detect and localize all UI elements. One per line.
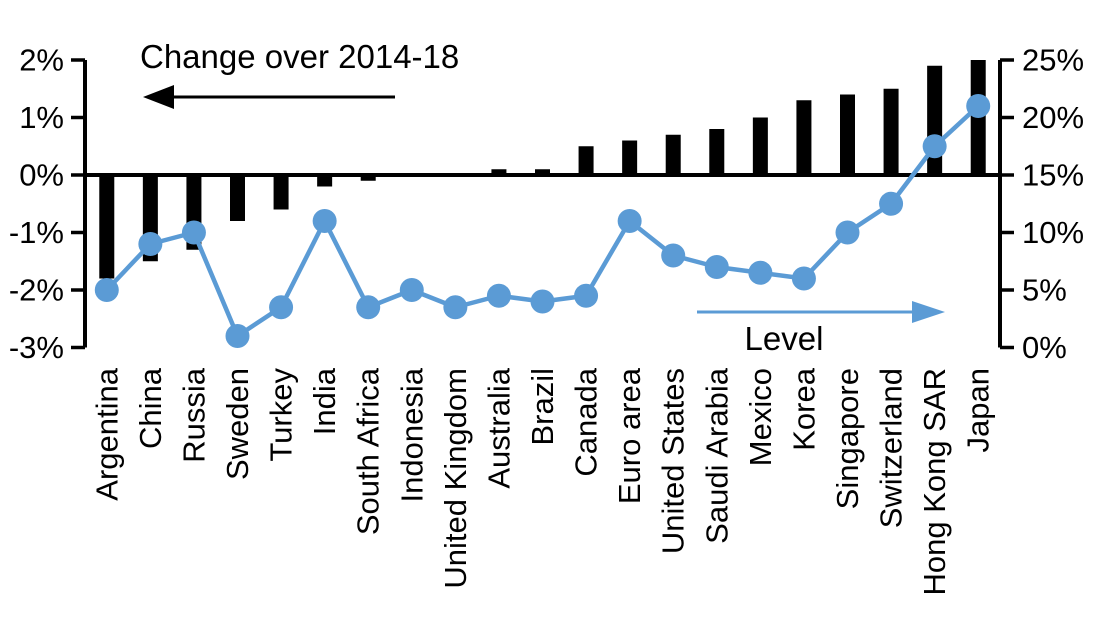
bar-turkey (273, 175, 289, 210)
dot-china (138, 232, 163, 256)
dot-korea (791, 266, 816, 291)
right-series-annotation: Level (745, 320, 824, 357)
x-label-india: India (307, 367, 342, 435)
dot-argentina (94, 278, 119, 302)
x-label-sweden: Sweden (220, 368, 255, 480)
bars-group (99, 60, 986, 279)
x-label-brazil: Brazil (525, 368, 560, 446)
dot-russia (181, 220, 206, 245)
right-axis-tick-label: 0% (1022, 330, 1067, 365)
bar-switzerland (883, 88, 899, 175)
right-arrow-icon (697, 301, 945, 323)
bar-india (317, 175, 333, 187)
bar-south-africa (360, 175, 376, 181)
x-label-euro-area: Euro area (612, 367, 647, 504)
left-axis-tick-label: 1% (19, 100, 64, 135)
right-axis-tick-label: 25% (1022, 43, 1084, 78)
dot-united-states (661, 243, 686, 268)
right-axis-tick-label: 15% (1022, 158, 1084, 193)
bar-hong-kong-sar (927, 65, 943, 175)
dot-switzerland (879, 191, 904, 216)
left-axis-tick-label: -1% (9, 215, 64, 250)
x-label-hong-kong-sar: Hong Kong SAR (917, 368, 952, 595)
left-axis-tick-label: -3% (9, 330, 64, 365)
left-series-annotation: Change over 2014-18 (140, 38, 459, 75)
bar-saudi-arabia (709, 129, 725, 175)
bar-united-states (665, 134, 681, 175)
left-axis-tick-label: 2% (19, 43, 64, 78)
bar-argentina (99, 175, 115, 279)
dot-singapore (835, 220, 860, 245)
left-axis-tick-label: 0% (19, 158, 64, 193)
dot-australia (486, 283, 511, 308)
dot-canada (574, 283, 599, 308)
x-label-argentina: Argentina (89, 367, 124, 500)
x-axis-labels: Argentina China Russia Sweden Turkey India Sou… (89, 367, 995, 595)
dot-indonesia (399, 278, 424, 302)
right-axis-tick-label: 20% (1022, 100, 1084, 135)
right-axis-tick-label: 10% (1022, 215, 1084, 250)
x-label-china: China (133, 367, 168, 449)
dot-euro-area (617, 209, 642, 233)
x-label-mexico: Mexico (743, 368, 778, 466)
dot-united-kingdom (443, 295, 468, 320)
dot-brazil (530, 289, 555, 314)
x-label-russia: Russia (176, 367, 211, 463)
bar-brazil (535, 169, 550, 175)
dot-south-africa (356, 295, 381, 320)
dot-sweden (225, 324, 250, 348)
right-axis-tick-label: 5% (1022, 273, 1067, 308)
left-arrow-icon (143, 85, 395, 109)
bar-australia (491, 169, 507, 175)
level-dots-group (94, 94, 991, 348)
x-label-united-kingdom: United Kingdom (438, 368, 473, 589)
dot-india (312, 209, 337, 233)
bar-sweden (230, 175, 245, 221)
left-axis-ticks: 2% 1% 0% -1% -2% -3% (9, 43, 85, 365)
bar-canada (578, 146, 594, 175)
x-label-australia: Australia (481, 367, 516, 488)
bar-korea (796, 100, 812, 175)
x-label-canada: Canada (569, 367, 604, 476)
dot-japan (966, 94, 991, 118)
x-label-switzerland: Switzerland (874, 368, 909, 528)
x-label-saudi-arabia: Saudi Arabia (699, 367, 734, 544)
x-label-south-africa: South Africa (351, 367, 386, 535)
x-label-indonesia: Indonesia (394, 367, 429, 502)
bar-singapore (840, 94, 855, 175)
dot-hong-kong-sar (922, 134, 947, 159)
left-axis-tick-label: -2% (9, 273, 64, 308)
x-label-united-states: United States (656, 368, 691, 554)
right-axis-ticks: 25% 20% 15% 10% 5% 0% (1000, 43, 1084, 365)
bar-mexico (752, 117, 768, 175)
dot-turkey (269, 295, 294, 320)
x-label-singapore: Singapore (830, 368, 865, 509)
dot-mexico (748, 260, 773, 285)
x-label-japan: Japan (961, 368, 996, 452)
bar-euro-area (622, 140, 638, 175)
x-label-korea: Korea (786, 367, 821, 450)
dot-saudi-arabia (704, 255, 729, 279)
x-label-turkey: Turkey (264, 368, 299, 462)
